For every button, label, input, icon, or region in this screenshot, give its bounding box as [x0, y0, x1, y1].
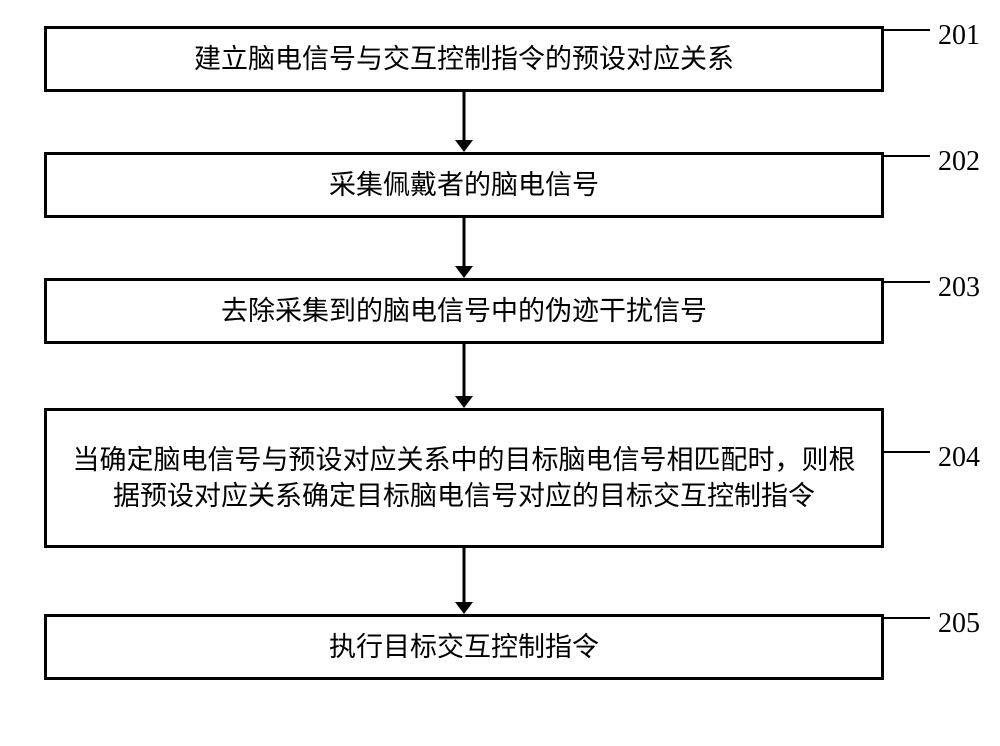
leader-line: [884, 617, 930, 619]
leader-line: [884, 29, 930, 31]
flow-arrow: [444, 92, 484, 152]
flow-step-205: 执行目标交互控制指令: [44, 614, 884, 680]
flow-step-201: 建立脑电信号与交互控制指令的预设对应关系: [44, 26, 884, 92]
leader-line: [884, 281, 930, 283]
step-number-label: 202: [938, 146, 980, 178]
flow-step-text: 当确定脑电信号与预设对应关系中的目标脑电信号相匹配时，则根据预设对应关系确定目标…: [47, 442, 881, 515]
flow-arrow: [444, 218, 484, 278]
flow-arrow: [444, 344, 484, 408]
flow-step-text: 去除采集到的脑电信号中的伪迹干扰信号: [203, 293, 725, 329]
flow-step-text: 建立脑电信号与交互控制指令的预设对应关系: [176, 41, 752, 77]
flow-arrow: [444, 548, 484, 614]
flow-step-202: 采集佩戴者的脑电信号: [44, 152, 884, 218]
flow-step-203: 去除采集到的脑电信号中的伪迹干扰信号: [44, 278, 884, 344]
step-number-label: 203: [938, 272, 980, 304]
leader-line: [884, 451, 930, 453]
flow-step-text: 采集佩戴者的脑电信号: [311, 167, 617, 203]
flowchart-canvas: 建立脑电信号与交互控制指令的预设对应关系 201 采集佩戴者的脑电信号 202 去除采集…: [0, 0, 1000, 746]
flow-step-204: 当确定脑电信号与预设对应关系中的目标脑电信号相匹配时，则根据预设对应关系确定目标…: [44, 408, 884, 548]
step-number-label: 205: [938, 608, 980, 640]
step-number-label: 201: [938, 20, 980, 52]
step-number-label: 204: [938, 442, 980, 474]
flow-step-text: 执行目标交互控制指令: [311, 629, 617, 665]
leader-line: [884, 155, 930, 157]
